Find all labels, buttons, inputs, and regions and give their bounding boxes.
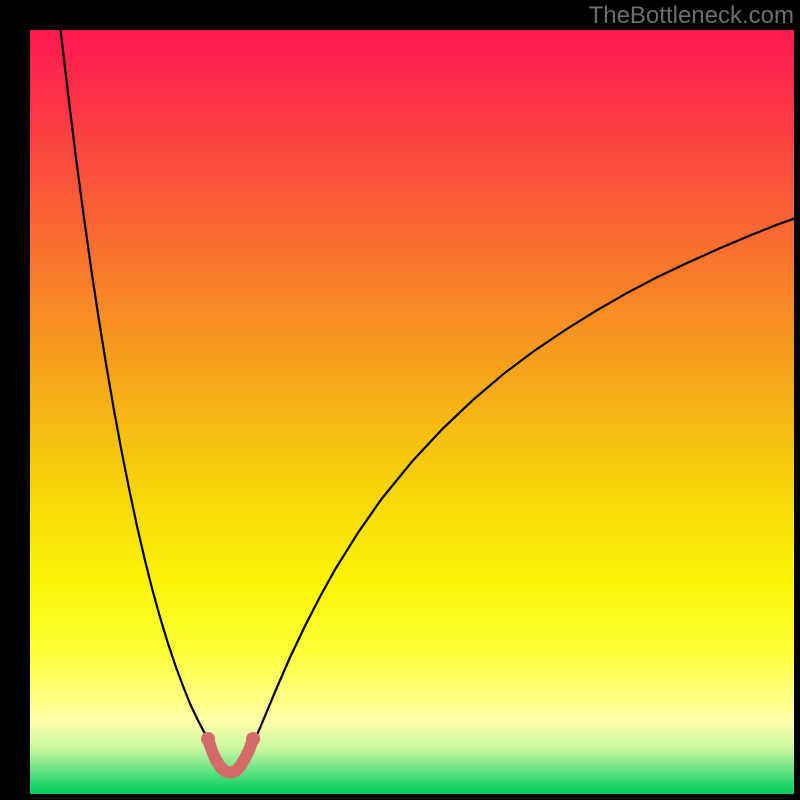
chart-container: TheBottleneck.com: [0, 0, 800, 800]
frame-right: [794, 0, 800, 800]
plot-svg: [30, 30, 794, 794]
watermark-text: TheBottleneck.com: [589, 2, 794, 30]
plot-area: [30, 30, 794, 794]
frame-left: [0, 0, 30, 800]
gradient-background: [30, 30, 794, 794]
frame-bottom: [0, 794, 800, 800]
